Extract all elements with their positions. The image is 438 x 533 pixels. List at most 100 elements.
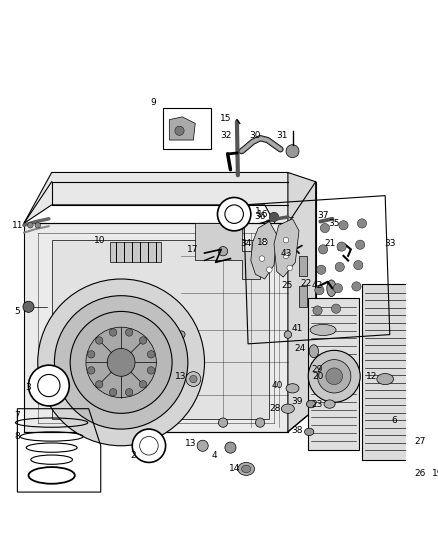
Text: 30: 30 xyxy=(249,131,260,140)
Text: 25: 25 xyxy=(281,281,293,290)
Text: 18: 18 xyxy=(257,238,268,247)
Circle shape xyxy=(107,349,135,376)
Circle shape xyxy=(308,350,360,402)
Text: 19: 19 xyxy=(432,469,438,478)
Ellipse shape xyxy=(242,465,251,473)
Text: 27: 27 xyxy=(415,437,426,446)
Circle shape xyxy=(225,442,236,453)
Bar xyxy=(417,393,421,399)
Bar xyxy=(417,377,421,383)
Ellipse shape xyxy=(377,374,393,385)
Text: 26: 26 xyxy=(415,469,426,478)
Circle shape xyxy=(259,256,265,261)
Text: 28: 28 xyxy=(269,404,281,413)
Circle shape xyxy=(86,327,156,398)
Polygon shape xyxy=(24,173,302,247)
Text: 11: 11 xyxy=(12,221,23,230)
Circle shape xyxy=(267,267,272,272)
Bar xyxy=(417,443,421,449)
Ellipse shape xyxy=(309,345,318,358)
Circle shape xyxy=(320,223,329,233)
Text: 4: 4 xyxy=(212,450,218,459)
Circle shape xyxy=(339,221,348,230)
Text: 22: 22 xyxy=(301,279,312,288)
Bar xyxy=(417,328,421,333)
Text: 31: 31 xyxy=(276,131,288,140)
Circle shape xyxy=(337,242,346,251)
Text: 34: 34 xyxy=(240,239,252,248)
Polygon shape xyxy=(274,219,299,277)
Circle shape xyxy=(283,237,289,243)
Text: 33: 33 xyxy=(384,239,396,248)
Circle shape xyxy=(225,205,244,223)
Polygon shape xyxy=(251,222,277,279)
Circle shape xyxy=(219,247,228,256)
Bar xyxy=(163,108,211,149)
Ellipse shape xyxy=(327,280,336,296)
Text: 16: 16 xyxy=(257,209,268,219)
Circle shape xyxy=(335,262,344,272)
Text: 17: 17 xyxy=(187,245,198,254)
Ellipse shape xyxy=(238,463,254,475)
Text: 8: 8 xyxy=(14,432,20,441)
Circle shape xyxy=(139,381,147,388)
Circle shape xyxy=(353,261,363,270)
Circle shape xyxy=(147,367,155,374)
Circle shape xyxy=(269,212,279,222)
Text: 38: 38 xyxy=(291,425,303,434)
Text: 35: 35 xyxy=(328,219,340,228)
Polygon shape xyxy=(170,117,195,140)
Circle shape xyxy=(356,240,365,249)
Bar xyxy=(110,242,161,262)
Circle shape xyxy=(326,368,343,385)
Circle shape xyxy=(286,144,299,158)
Polygon shape xyxy=(195,223,260,279)
Bar xyxy=(417,410,421,416)
Text: 20: 20 xyxy=(313,372,324,381)
Bar xyxy=(299,256,307,276)
Ellipse shape xyxy=(324,400,335,408)
Text: 32: 32 xyxy=(220,131,232,140)
Bar xyxy=(299,286,307,307)
Ellipse shape xyxy=(310,325,336,335)
Text: 7: 7 xyxy=(14,411,20,419)
Circle shape xyxy=(110,329,117,336)
Ellipse shape xyxy=(304,428,314,435)
Text: 5: 5 xyxy=(14,307,20,316)
Circle shape xyxy=(140,437,158,455)
Text: 40: 40 xyxy=(271,381,283,390)
Text: 29: 29 xyxy=(312,365,323,374)
Circle shape xyxy=(28,222,33,228)
Circle shape xyxy=(186,372,201,386)
Text: 36: 36 xyxy=(254,213,266,221)
Circle shape xyxy=(88,367,95,374)
Circle shape xyxy=(283,253,289,259)
Text: 23: 23 xyxy=(312,400,323,409)
Circle shape xyxy=(318,245,328,254)
Ellipse shape xyxy=(281,404,294,413)
Bar xyxy=(417,311,421,317)
Circle shape xyxy=(313,306,322,315)
Text: 13: 13 xyxy=(175,372,186,381)
Bar xyxy=(417,295,421,300)
Ellipse shape xyxy=(327,368,336,375)
Circle shape xyxy=(255,247,265,256)
Text: 3: 3 xyxy=(25,383,32,392)
Circle shape xyxy=(317,265,326,274)
Circle shape xyxy=(315,286,324,295)
Ellipse shape xyxy=(286,384,299,393)
Circle shape xyxy=(95,337,103,344)
Text: 24: 24 xyxy=(294,344,306,353)
Circle shape xyxy=(178,331,185,338)
Text: 42: 42 xyxy=(312,281,323,290)
Circle shape xyxy=(197,440,208,451)
Circle shape xyxy=(88,351,95,358)
Circle shape xyxy=(38,279,205,446)
Circle shape xyxy=(95,381,103,388)
Text: 13: 13 xyxy=(185,439,196,448)
Text: 10: 10 xyxy=(94,236,106,245)
Text: 15: 15 xyxy=(220,114,232,123)
Circle shape xyxy=(318,360,351,393)
Circle shape xyxy=(139,337,147,344)
Circle shape xyxy=(54,296,188,429)
